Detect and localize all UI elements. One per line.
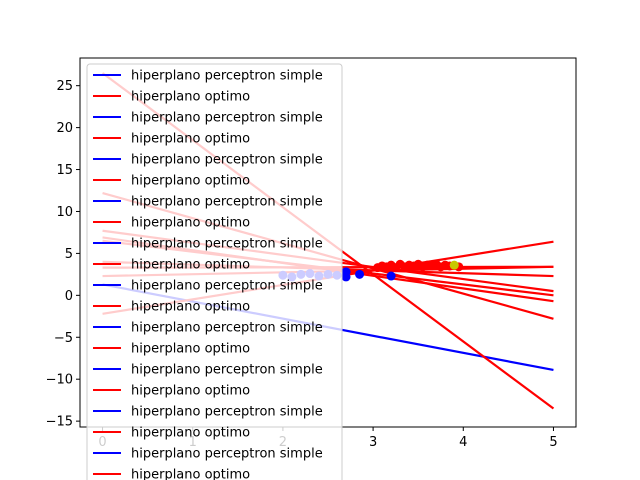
x-tick-label: 3 (369, 435, 377, 450)
y-tick-label: 15 (56, 163, 73, 178)
legend-label: hiperplano perceptron simple (131, 69, 323, 84)
legend-label: hiperplano optimo (131, 90, 250, 105)
y-tick-label: −5 (54, 331, 73, 346)
legend-label: hiperplano optimo (131, 300, 250, 315)
legend: hiperplano perceptron simple hiperplano o… (86, 63, 343, 480)
legend-label: hiperplano optimo (131, 174, 250, 189)
y-tick-label: 10 (56, 205, 73, 220)
legend-label: hiperplano perceptron simple (131, 153, 323, 168)
y-tick-label: −15 (46, 415, 73, 430)
legend-label: hiperplano perceptron simple (131, 195, 323, 210)
y-tick-label: 0 (65, 289, 73, 304)
legend-label: hiperplano optimo (131, 216, 250, 231)
legend-label: hiperplano optimo (131, 468, 250, 480)
x-tick-label: 5 (549, 435, 557, 450)
data-point-0-9 (355, 269, 365, 279)
legend-label: hiperplano perceptron simple (131, 237, 323, 252)
legend-label: hiperplano perceptron simple (131, 111, 323, 126)
y-tick-label: 25 (56, 79, 73, 94)
y-tick-label: −10 (46, 373, 73, 388)
legend-box (86, 63, 343, 480)
x-tick-label: 4 (459, 435, 467, 450)
legend-label: hiperplano optimo (131, 426, 250, 441)
legend-label: hiperplano optimo (131, 384, 250, 399)
data-point-0-10 (386, 271, 396, 281)
data-point-0-8 (341, 267, 351, 277)
y-tick-label: 20 (56, 121, 73, 136)
y-axis: −15 −10 −5 0 5 10 15 20 25 (46, 79, 80, 430)
legend-label: hiperplano optimo (131, 258, 250, 273)
legend-label: hiperplano perceptron simple (131, 447, 323, 462)
legend-label: hiperplano optimo (131, 132, 250, 147)
y-tick-label: 5 (65, 247, 73, 262)
legend-label: hiperplano optimo (131, 342, 250, 357)
legend-label: hiperplano perceptron simple (131, 405, 323, 420)
legend-label: hiperplano perceptron simple (131, 279, 323, 294)
legend-label: hiperplano perceptron simple (131, 363, 323, 378)
data-point-2-0 (449, 260, 459, 270)
legend-label: hiperplano perceptron simple (131, 321, 323, 336)
